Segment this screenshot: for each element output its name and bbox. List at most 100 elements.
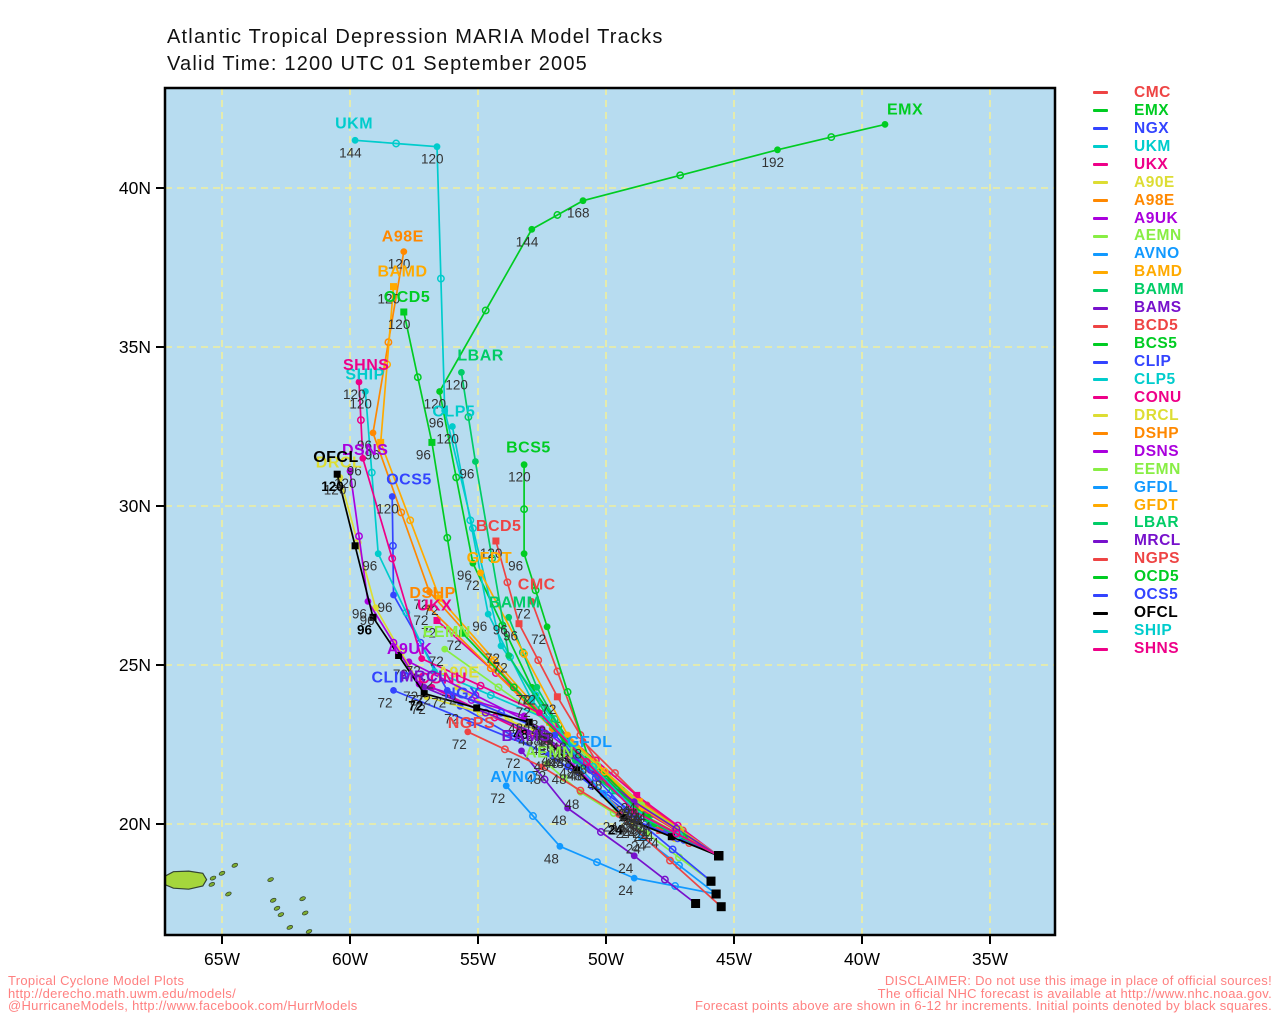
svg-text:72: 72 <box>393 667 408 682</box>
legend-swatch <box>1093 647 1108 651</box>
legend-item-mrcl: MRCL <box>1093 532 1273 550</box>
map-frame <box>163 86 1057 937</box>
x-tick-label: 55W <box>460 949 496 969</box>
legend-swatch <box>1093 109 1108 113</box>
legend-label: DRCL <box>1134 406 1180 424</box>
svg-text:120: 120 <box>388 317 411 332</box>
legend-label: DSHP <box>1134 424 1180 442</box>
svg-text:24: 24 <box>634 826 650 841</box>
legend-label: SHIP <box>1134 622 1173 640</box>
svg-text:96: 96 <box>362 559 377 574</box>
legend-item-dsns: DSNS <box>1093 443 1273 461</box>
legend-swatch <box>1093 127 1108 131</box>
svg-text:72: 72 <box>490 791 505 806</box>
svg-text:144: 144 <box>339 145 362 160</box>
island-speck <box>231 862 239 868</box>
svg-text:48: 48 <box>544 851 559 866</box>
svg-text:72: 72 <box>421 626 436 641</box>
island-speck <box>225 891 232 897</box>
legend-label: EEMN <box>1134 460 1181 478</box>
svg-text:120: 120 <box>376 502 399 517</box>
svg-text:96: 96 <box>508 559 523 574</box>
legend-swatch <box>1093 181 1108 185</box>
svg-text:72: 72 <box>516 606 531 621</box>
svg-text:48: 48 <box>508 721 523 736</box>
svg-text:48: 48 <box>526 772 541 787</box>
svg-text:48: 48 <box>513 727 529 742</box>
model-name-labels: CMC EMX NGX UKM UKX A90E A98E A9UK AEMN AVNO BAMD B… <box>313 101 923 785</box>
svg-text:72: 72 <box>403 689 418 704</box>
svg-text:120: 120 <box>421 152 444 167</box>
footer-left: Tropical Cyclone Model Plots <box>8 973 185 988</box>
svg-text:72: 72 <box>531 769 546 784</box>
svg-text:24: 24 <box>626 813 642 828</box>
svg-text:24: 24 <box>636 820 652 835</box>
svg-text:72: 72 <box>416 692 431 707</box>
svg-text:72: 72 <box>531 632 546 647</box>
track-avno <box>502 782 717 895</box>
track-label-a98e: A98E <box>382 229 424 246</box>
svg-text:48: 48 <box>539 737 554 752</box>
track-label-bcd5: BCD5 <box>476 518 522 535</box>
svg-text:24: 24 <box>639 829 655 844</box>
land <box>165 862 313 934</box>
svg-text:48: 48 <box>534 759 549 774</box>
svg-text:48: 48 <box>523 718 538 733</box>
svg-text:48: 48 <box>572 762 587 777</box>
track-label-eemn: EEMN <box>423 624 471 641</box>
legend-item-ship: SHIP <box>1093 622 1273 640</box>
svg-text:24: 24 <box>618 883 634 898</box>
track-label-gfdt: GFDT <box>467 550 513 567</box>
svg-text:24: 24 <box>616 826 632 841</box>
track-label-ngx: NGX <box>444 685 480 702</box>
legend-label: A90E <box>1134 173 1175 191</box>
svg-text:48: 48 <box>549 746 564 761</box>
legend-label: UKM <box>1134 137 1171 155</box>
legend-label: OFCL <box>1134 604 1179 622</box>
svg-text:144: 144 <box>516 234 539 249</box>
legend-swatch <box>1093 91 1108 95</box>
svg-text:48: 48 <box>552 772 567 787</box>
svg-text:24: 24 <box>621 800 637 815</box>
svg-text:24: 24 <box>618 861 634 876</box>
track-label-emx: EMX <box>887 101 923 118</box>
legend-item-clip: CLIP <box>1093 353 1273 371</box>
legend-item-bamm: BAMM <box>1093 281 1273 299</box>
svg-text:48: 48 <box>559 765 574 780</box>
track-label-bcs5: BCS5 <box>506 440 551 457</box>
legend-label: AEMN <box>1134 227 1182 245</box>
x-tick-label: 65W <box>204 949 240 969</box>
legend-item-a98e: A98E <box>1093 192 1273 210</box>
x-tick-label: 40W <box>844 949 880 969</box>
legend-swatch <box>1093 306 1108 310</box>
svg-text:48: 48 <box>531 743 546 758</box>
legend-item-ocd5: OCD5 <box>1093 568 1273 586</box>
svg-text:120: 120 <box>334 476 357 491</box>
svg-text:96: 96 <box>352 606 367 621</box>
svg-text:72: 72 <box>419 676 434 691</box>
legend-swatch <box>1093 270 1108 274</box>
svg-text:24: 24 <box>631 823 647 838</box>
svg-text:48: 48 <box>570 769 585 784</box>
svg-text:120: 120 <box>480 546 503 561</box>
track-label-a90e: A90E <box>438 664 480 681</box>
footer: Tropical Cyclone Model Plots DISCLAIMER: … <box>8 973 1272 1013</box>
track-label-aemn: AEMN <box>525 745 574 762</box>
svg-text:192: 192 <box>762 155 785 170</box>
island-speck <box>305 929 313 934</box>
svg-text:72: 72 <box>413 597 428 612</box>
svg-text:24: 24 <box>628 816 644 831</box>
svg-text:48: 48 <box>587 778 602 793</box>
legend-label: BAMM <box>1134 281 1185 299</box>
legend-item-ocs5: OCS5 <box>1093 586 1273 604</box>
legend-item-ngx: NGX <box>1093 120 1273 138</box>
svg-text:48: 48 <box>564 797 579 812</box>
track-label-shns: SHNS <box>343 357 389 374</box>
track-label-a9uk: A9UK <box>387 641 433 658</box>
svg-text:72: 72 <box>516 705 531 720</box>
track-label-ship: SHIP <box>345 367 384 384</box>
svg-text:48: 48 <box>526 734 541 749</box>
svg-text:120: 120 <box>349 397 372 412</box>
svg-text:24: 24 <box>631 823 647 838</box>
